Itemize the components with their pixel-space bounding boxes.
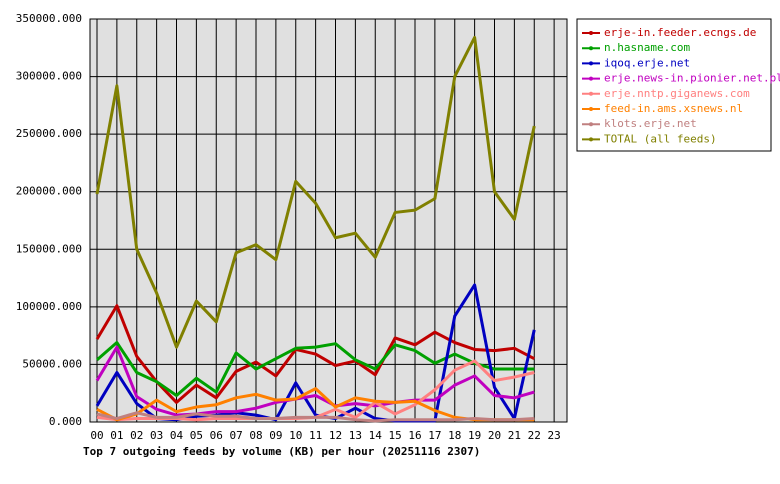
legend-dot <box>589 91 593 96</box>
legend-dot <box>589 31 593 35</box>
x-tick-label: 09 <box>269 429 282 442</box>
y-tick-label: 100000.000 <box>16 300 82 313</box>
y-tick-label: 300000.000 <box>16 70 82 83</box>
y-tick-label: 150000.000 <box>16 242 82 255</box>
legend-label: erje-in.feeder.ecngs.de <box>604 26 756 39</box>
series-line <box>95 304 535 404</box>
y-tick-label: 250000.000 <box>16 127 82 140</box>
legend <box>576 18 772 152</box>
x-tick-label: 14 <box>369 429 383 442</box>
x-tick-label: 16 <box>408 429 421 442</box>
x-tick-label: 08 <box>249 429 262 442</box>
x-tick-label: 02 <box>130 429 143 442</box>
legend-label: feed-in.ams.xsnews.nl <box>604 102 743 115</box>
y-tick-label: 200000.000 <box>16 185 82 198</box>
x-tick-label: 01 <box>110 429 123 442</box>
chart-title: Top 7 outgoing feeds by volume (KB) per … <box>83 445 480 458</box>
x-tick-label: 05 <box>190 429 203 442</box>
legend-label: TOTAL (all feeds) <box>604 132 717 145</box>
x-tick-label: 06 <box>210 429 223 442</box>
x-tick-label: 07 <box>230 429 243 442</box>
series-line <box>96 411 535 423</box>
series-line <box>95 345 535 417</box>
x-tick-label: 03 <box>150 429 163 442</box>
y-tick-label: 50000.000 <box>22 357 82 370</box>
legend-dot <box>589 122 593 127</box>
legend-label: erje.news-in.pionier.net.pl <box>604 72 780 85</box>
x-tick-label: 00 <box>90 429 103 442</box>
x-tick-label: 20 <box>488 429 501 442</box>
x-tick-label: 21 <box>508 429 521 442</box>
legend-dot <box>589 137 593 142</box>
legend-dot <box>589 61 593 66</box>
x-tick-label: 04 <box>170 429 184 442</box>
legend-label: iqoq.erje.net <box>604 56 690 69</box>
legend-dot <box>589 46 593 51</box>
legend-label: n.hasname.com <box>604 41 690 54</box>
series-line <box>96 341 535 398</box>
x-tick-label: 12 <box>329 429 342 442</box>
legend-dot <box>589 76 593 81</box>
x-tick-label: 18 <box>448 429 461 442</box>
legend-dot <box>589 107 593 111</box>
x-tick-label: 22 <box>528 429 541 442</box>
plot-border <box>89 18 568 423</box>
y-tick-label: 0.000 <box>49 415 82 428</box>
series-line <box>95 35 536 349</box>
x-tick-label: 23 <box>548 429 561 442</box>
legend-label: erje.nntp.giganews.com <box>604 87 750 100</box>
x-tick-label: 13 <box>349 429 362 442</box>
x-tick-label: 10 <box>289 429 302 442</box>
y-tick-label: 350000.000 <box>16 12 82 25</box>
x-tick-label: 19 <box>468 429 481 442</box>
x-tick-label: 11 <box>309 429 322 442</box>
x-tick-label: 17 <box>428 429 441 442</box>
x-tick-label: 15 <box>389 429 402 442</box>
legend-label: klots.erje.net <box>604 117 697 130</box>
